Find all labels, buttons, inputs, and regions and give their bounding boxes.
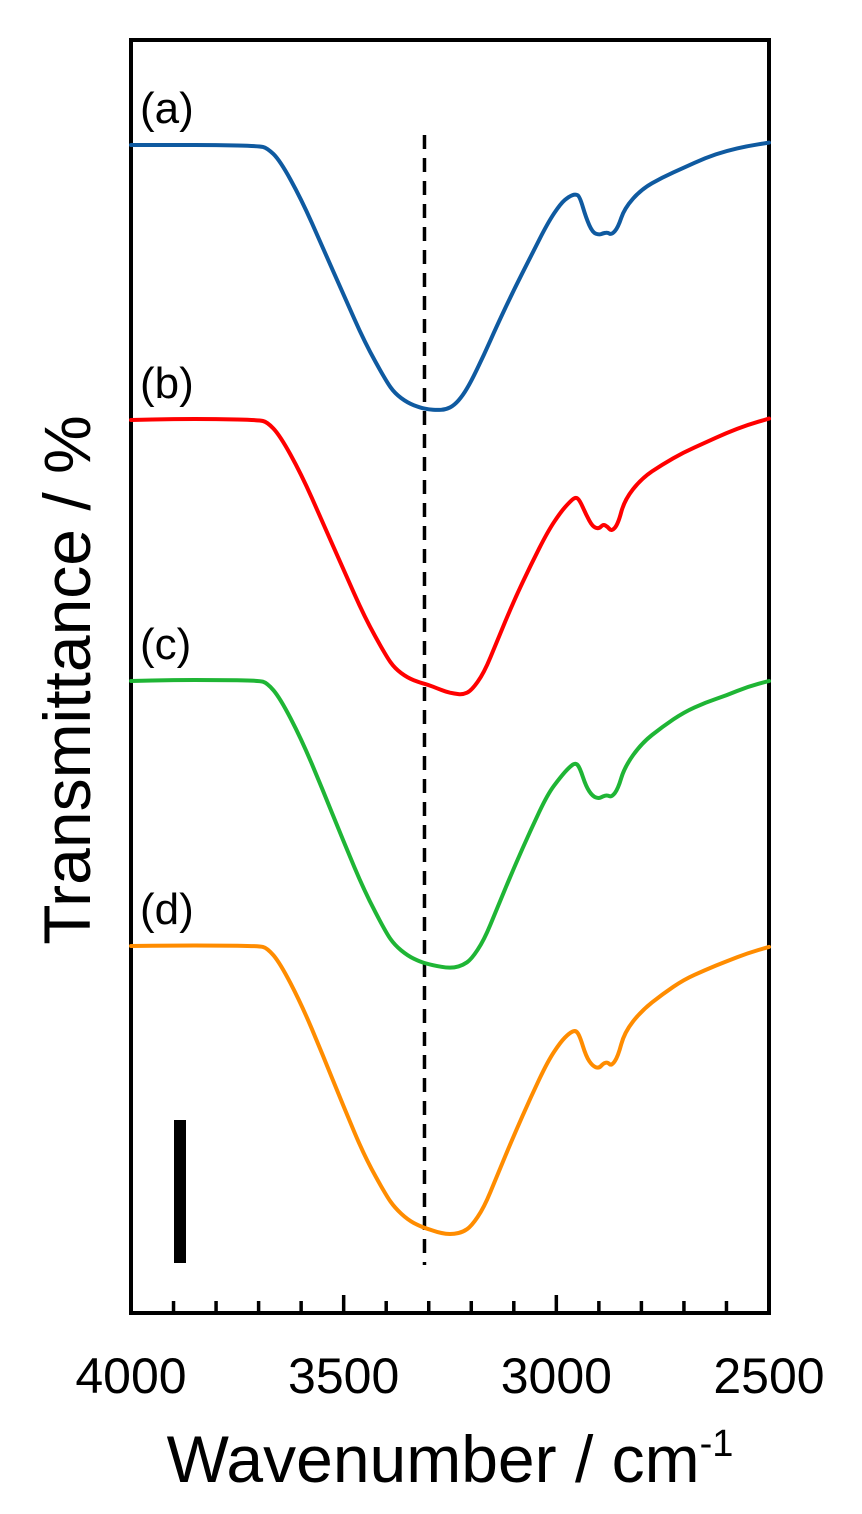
x-axis-title: Wavenumber / cm-1 [167,1422,734,1496]
x-axis-title-text: Wavenumber / cm [167,1422,700,1496]
x-tick-label: 3500 [288,1348,399,1404]
series-labels: (a) (b) (c) (d) [140,84,194,934]
series-label-c: (c) [140,620,191,669]
series-label-d: (d) [140,885,194,934]
x-axis-tick-labels: 4000 3500 3000 2500 [75,1348,824,1404]
series-line-a [129,140,771,412]
x-axis-title-superscript: -1 [700,1423,734,1465]
series-group [129,140,771,1236]
series-label-b: (b) [140,359,194,408]
scale-bar [174,1120,186,1263]
plot-frame [129,38,771,1315]
series-label-a: (a) [140,84,194,133]
x-tick-label: 3000 [501,1348,612,1404]
x-tick-label: 4000 [75,1348,186,1404]
series-line-d [129,943,771,1236]
x-tick-label: 2500 [713,1348,824,1404]
x-axis-ticks [129,1295,771,1313]
series-line-b [129,416,771,697]
series-line-c [129,678,771,970]
y-axis-title: Transmittance / % [30,415,104,944]
